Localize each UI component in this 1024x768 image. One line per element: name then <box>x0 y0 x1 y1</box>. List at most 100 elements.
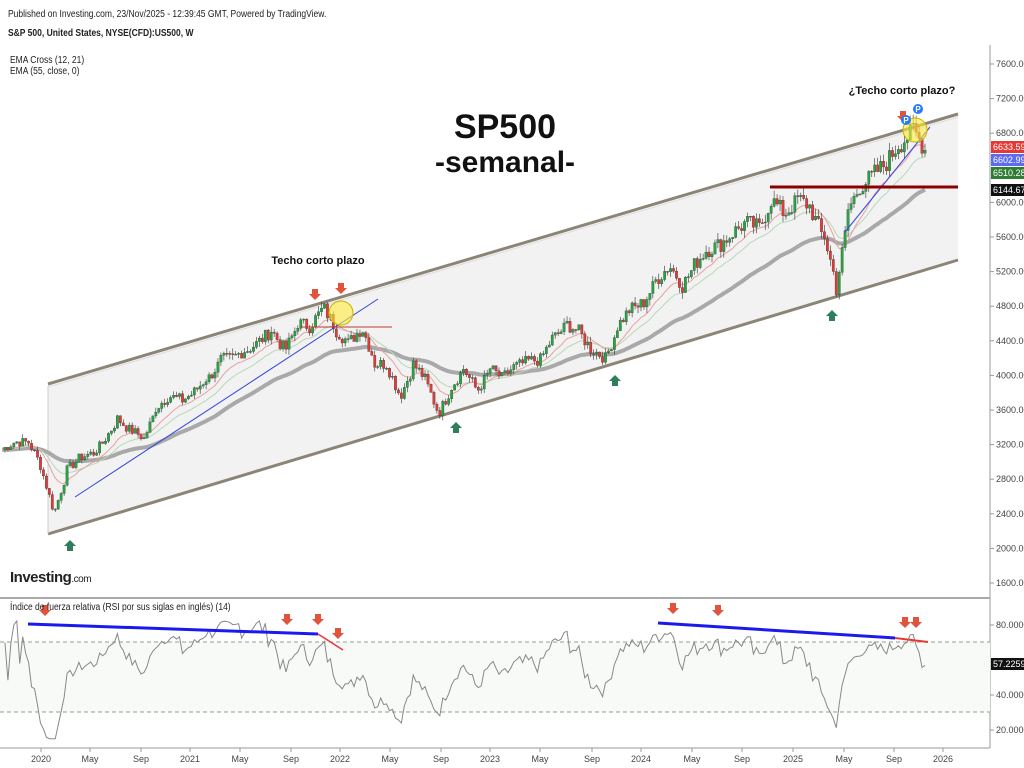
candle-body <box>589 342 593 354</box>
candle-body <box>879 161 882 172</box>
candle-body <box>902 142 906 153</box>
candle-body <box>763 221 767 224</box>
candle-body <box>296 328 300 332</box>
candle-body <box>897 149 900 155</box>
ema-21-line <box>1 156 926 475</box>
candle-body <box>222 353 226 356</box>
candle-body <box>417 368 421 370</box>
price-tick-label: 1600.00 <box>996 578 1024 588</box>
candle-body <box>234 353 238 356</box>
candle-body <box>894 153 897 157</box>
candle-body <box>781 199 785 216</box>
candle-body <box>852 196 856 204</box>
candle-body <box>808 204 811 209</box>
price-tag-text: 6633.59 <box>993 142 1024 152</box>
candle-body <box>580 324 584 334</box>
candle-body <box>151 415 155 423</box>
candle-body <box>388 368 391 378</box>
candle-body <box>305 318 309 329</box>
candle-body <box>83 456 87 460</box>
rsi-trendline-2 <box>657 621 896 640</box>
candle-body <box>757 218 761 223</box>
candle-body <box>376 366 380 368</box>
candle-body <box>15 441 19 444</box>
candle-body <box>595 351 598 355</box>
candle-body <box>663 271 667 280</box>
candle-body <box>719 239 723 252</box>
candle-body <box>3 447 7 450</box>
time-tick-label: Sep <box>283 754 299 764</box>
candle-body <box>394 376 397 391</box>
candle-body <box>923 150 927 154</box>
candle-body <box>530 356 533 360</box>
candle-body <box>86 454 90 457</box>
time-tick-label: Sep <box>734 754 750 764</box>
rsi-red-down-arrow-icon <box>312 614 324 625</box>
candle-body <box>314 315 317 328</box>
svg-text:P: P <box>903 116 909 125</box>
candle-body <box>817 216 820 219</box>
candle-body <box>826 238 829 252</box>
candle-body <box>361 332 365 337</box>
candle-body <box>260 337 264 342</box>
candle-body <box>450 389 454 399</box>
candle-body <box>432 392 436 405</box>
rsi-trendline-1 <box>27 622 319 636</box>
candle-body <box>299 319 303 329</box>
candle-body <box>772 198 776 207</box>
candle-body <box>438 410 442 416</box>
candle-body <box>553 332 557 336</box>
candle-body <box>50 494 54 510</box>
candle-body <box>740 228 743 231</box>
candle-body <box>42 469 45 477</box>
symbol-title: S&P 500, United States, NYSE(CFD):US500,… <box>8 28 194 39</box>
candle-body <box>219 355 223 363</box>
candle-body <box>284 340 288 350</box>
candle-body <box>77 453 81 463</box>
channel-upper-line <box>47 112 959 386</box>
candle-body <box>216 361 220 373</box>
candle-body <box>127 424 131 432</box>
candle-body <box>601 356 604 363</box>
candle-body <box>689 270 693 277</box>
candles <box>3 114 927 512</box>
rsi-tick-label: 80.0000 <box>996 620 1024 630</box>
candle-body <box>784 215 788 217</box>
candle-body <box>441 401 445 416</box>
candle-body <box>92 451 96 456</box>
candle-body <box>317 311 320 316</box>
candle-body <box>885 166 888 171</box>
candle-body <box>704 251 708 259</box>
candle-body <box>500 372 504 376</box>
candle-body <box>494 365 498 371</box>
candle-body <box>846 209 850 231</box>
svg-text:P: P <box>915 105 921 114</box>
candle-body <box>113 428 116 432</box>
candle-body <box>592 353 596 355</box>
price-tick-label: 3200.00 <box>996 440 1024 450</box>
candle-body <box>33 449 36 452</box>
candle-body <box>444 401 448 405</box>
candle-body <box>373 355 377 368</box>
candle-body <box>130 424 134 434</box>
candle-body <box>414 360 418 369</box>
candle-body <box>799 195 803 197</box>
price-tick-label: 6000.00 <box>996 197 1024 207</box>
candle-body <box>861 191 865 195</box>
candle-body <box>110 430 113 434</box>
candle-body <box>24 438 28 442</box>
price-tag <box>991 184 1024 196</box>
candle-body <box>367 337 371 352</box>
candle-body <box>462 369 465 373</box>
red-down-arrow-icon <box>309 289 321 300</box>
candle-body <box>355 333 359 342</box>
candle-body <box>621 319 625 323</box>
candle-body <box>536 360 539 366</box>
candle-body <box>89 451 93 455</box>
rsi-red-down-arrow-icon <box>39 605 51 616</box>
price-tick-label: 4400.00 <box>996 336 1024 346</box>
green-up-arrow-icon <box>609 375 621 386</box>
candle-body <box>473 377 477 388</box>
candle-body <box>118 415 122 424</box>
